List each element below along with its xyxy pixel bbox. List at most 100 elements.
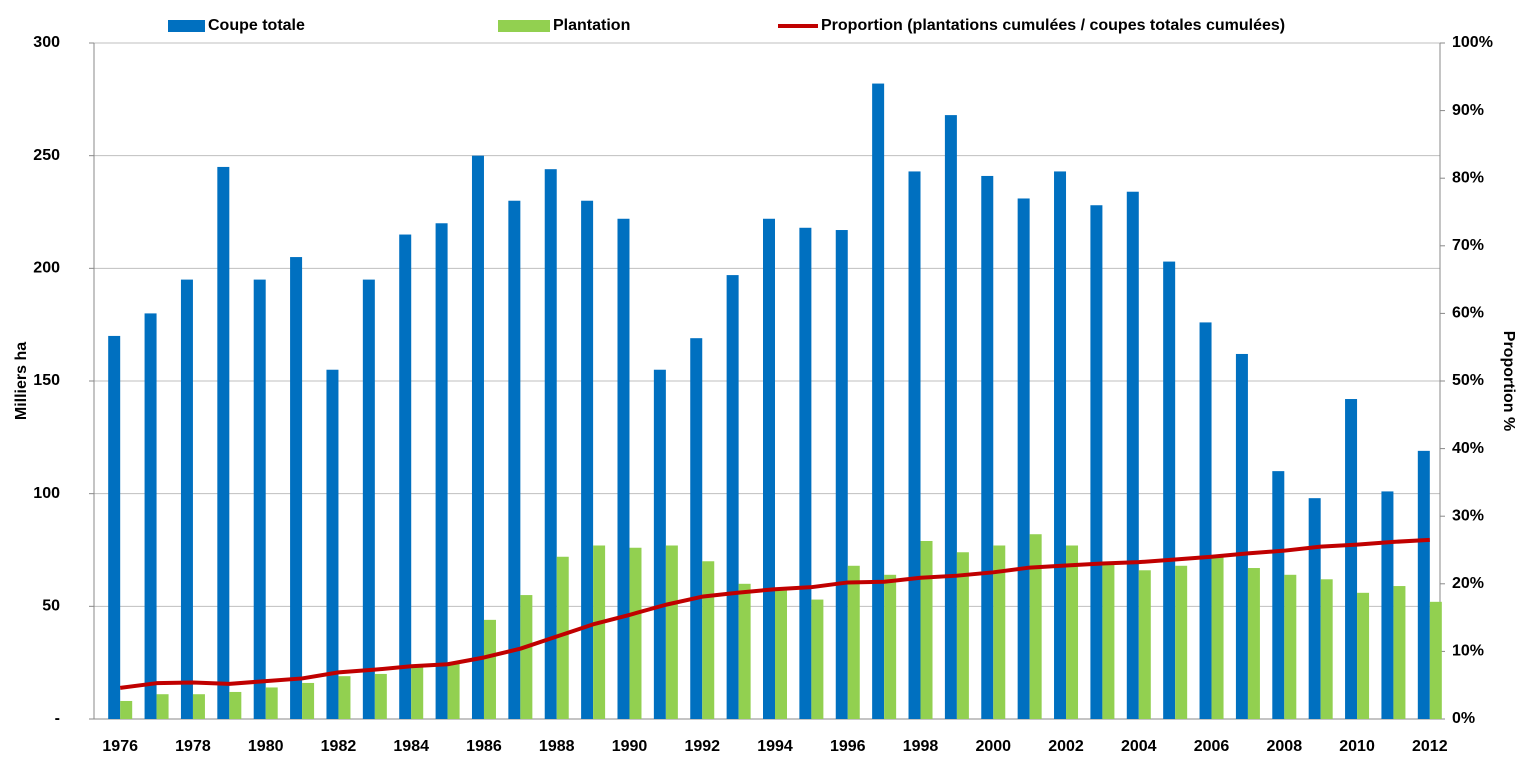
bar (1345, 399, 1358, 719)
bar (1199, 322, 1212, 719)
bar (665, 545, 678, 719)
bar (556, 556, 569, 719)
x-tick-label: 1976 (102, 738, 138, 755)
bar (993, 545, 1006, 719)
bar (1429, 601, 1442, 719)
bar (629, 547, 642, 719)
y2-tick-label: 30% (1452, 507, 1484, 524)
bar (690, 338, 703, 719)
bar (1054, 171, 1067, 719)
bar (471, 155, 484, 719)
bar (1417, 450, 1430, 719)
legend-label: Coupe totale (208, 17, 305, 34)
bar (362, 279, 375, 719)
bar (1284, 574, 1297, 719)
bar (447, 662, 460, 719)
bar (253, 279, 266, 719)
x-tick-label: 1996 (830, 738, 866, 755)
y-tick-label: 100 (33, 485, 60, 502)
x-tick-label: 1998 (903, 738, 939, 755)
bar (702, 561, 715, 719)
x-tick-label: 1980 (248, 738, 284, 755)
bar (1320, 579, 1333, 719)
x-tick-label: 1984 (393, 738, 429, 755)
bar (593, 545, 606, 719)
bar (1211, 556, 1224, 719)
y2-tick-label: 10% (1452, 643, 1484, 660)
bar (981, 175, 994, 720)
bar (738, 583, 751, 719)
bar (956, 552, 969, 719)
bar (399, 234, 412, 720)
x-tick-label: 1990 (612, 738, 648, 755)
y2-tick-label: 100% (1452, 34, 1493, 51)
bar (617, 218, 630, 719)
legend-label: Plantation (553, 17, 630, 34)
bar (763, 218, 775, 719)
bar (192, 694, 205, 719)
bar (435, 223, 448, 719)
bar (1163, 261, 1176, 719)
y2-tick-label: 0% (1452, 710, 1475, 727)
y2-tick-label: 60% (1452, 305, 1484, 322)
y2-tick-label: 40% (1452, 440, 1484, 457)
y-tick-label: - (55, 710, 60, 727)
x-tick-label: 2002 (1048, 738, 1084, 755)
bar (1029, 534, 1042, 719)
bar (1393, 586, 1406, 719)
line (119, 537, 1430, 690)
bar (1247, 568, 1260, 719)
bar (1357, 592, 1370, 719)
bar (229, 691, 242, 719)
x-tick-label: 1986 (466, 738, 502, 755)
y-axis-title: Milliers ha (13, 342, 30, 420)
x-tick-label: 2006 (1194, 738, 1230, 755)
legend-label: Proportion (plantations cumulées / coupe… (821, 17, 1285, 34)
bar (180, 279, 193, 719)
bar (1066, 545, 1079, 719)
x-tick-label: 2004 (1121, 738, 1157, 755)
bar (120, 700, 133, 719)
bar (217, 166, 230, 719)
y2-tick-label: 90% (1452, 102, 1484, 119)
bar (775, 590, 787, 719)
bar (1381, 491, 1394, 719)
bar (1102, 563, 1115, 719)
bar (653, 369, 666, 719)
bar (1308, 498, 1321, 719)
bar (884, 574, 897, 719)
x-tick-label: 1988 (539, 738, 575, 755)
x-tick-label: 2000 (975, 738, 1011, 755)
bar (1126, 191, 1139, 720)
bar (520, 595, 533, 719)
x-tick-label: 1992 (684, 738, 720, 755)
bar (847, 565, 860, 719)
x-tick-label: 2012 (1412, 738, 1448, 755)
y2-tick-label: 80% (1452, 169, 1484, 186)
bar (1017, 198, 1030, 720)
y-tick-label: 50 (42, 598, 60, 615)
bar (1138, 570, 1151, 719)
y2-axis-title: Proportion % (1500, 331, 1517, 431)
bar (156, 694, 169, 719)
bar (265, 687, 278, 719)
bar (411, 667, 424, 719)
bar (835, 230, 848, 719)
x-tick-label: 1978 (175, 738, 211, 755)
y2-tick-label: 70% (1452, 237, 1484, 254)
x-tick-label: 1982 (321, 738, 357, 755)
bar (1272, 471, 1285, 719)
legend-swatch (498, 20, 550, 32)
bar (872, 83, 885, 719)
bar (544, 169, 557, 720)
y2-tick-label: 20% (1452, 575, 1484, 592)
bar (374, 673, 387, 719)
x-tick-label: 2008 (1267, 738, 1303, 755)
bar (290, 257, 303, 719)
bar (944, 115, 957, 719)
bar (726, 275, 739, 719)
bar (108, 335, 121, 719)
bar (302, 682, 315, 719)
bar (508, 200, 521, 719)
